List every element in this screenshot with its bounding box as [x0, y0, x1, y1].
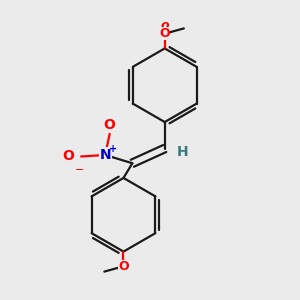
- Text: N: N: [99, 148, 111, 162]
- Text: H: H: [177, 145, 189, 159]
- Text: +: +: [110, 143, 118, 154]
- Text: o: o: [160, 19, 169, 32]
- Text: O: O: [62, 149, 74, 164]
- Text: O: O: [104, 118, 116, 132]
- Text: O: O: [118, 260, 129, 273]
- Text: O: O: [159, 27, 170, 40]
- Text: −: −: [75, 165, 84, 175]
